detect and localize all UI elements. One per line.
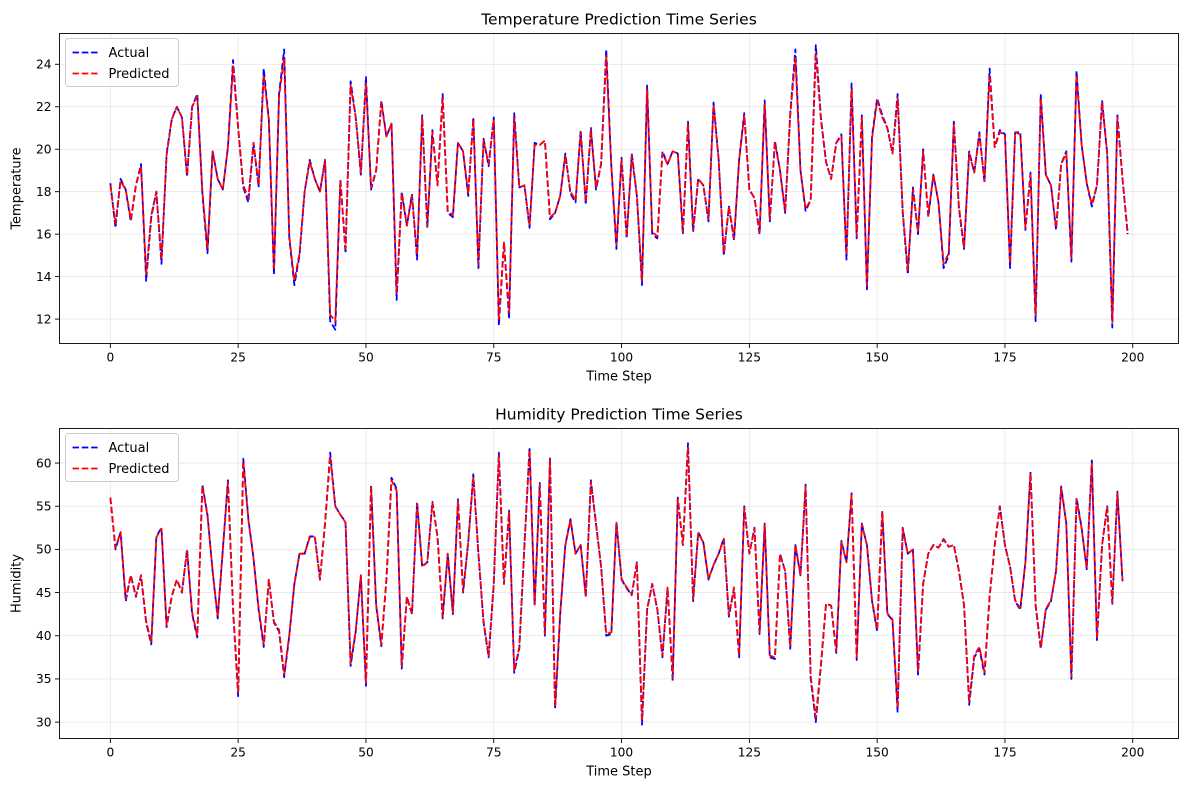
legend: Actual Predicted	[65, 433, 179, 482]
x-tick-label: 100	[610, 351, 633, 365]
y-tick-label: 45	[36, 586, 52, 600]
y-tick-label: 20	[36, 143, 52, 157]
y-tick-label: 60	[36, 456, 52, 470]
series-line-predicted	[109, 446, 1124, 722]
x-tick-label: 200	[1121, 351, 1144, 365]
x-tick-label: 125	[738, 746, 761, 760]
y-axis-label: Temperature	[10, 147, 25, 230]
plot-frame	[59, 428, 1179, 739]
y-tick-label: 12	[36, 312, 52, 326]
x-axis-label: Time Step	[585, 370, 652, 385]
x-tick-label: 25	[230, 351, 246, 365]
y-tick-label: 24	[36, 58, 52, 72]
y-tick-label: 16	[36, 227, 52, 241]
x-tick-label: 50	[358, 746, 374, 760]
x-tick-label: 0	[106, 746, 114, 760]
legend-label: Actual	[109, 441, 150, 456]
y-tick-label: 14	[36, 270, 52, 284]
x-tick-label: 100	[610, 746, 633, 760]
x-axis-label: Time Step	[585, 765, 652, 780]
x-tick-label: 75	[486, 746, 502, 760]
y-tick-label: 50	[36, 543, 52, 557]
legend-label: Actual	[109, 46, 150, 61]
humidity-chart: 0 25 50 75 100 125 150 175 200 30 35 40 45 50 55 60 Humi…	[10, 406, 1179, 780]
x-tick-label: 0	[106, 351, 114, 365]
legend-box	[65, 433, 179, 482]
legend: Actual Predicted	[65, 38, 179, 87]
series-line-predicted	[109, 52, 1129, 323]
y-axis-label: Humidity	[10, 554, 25, 613]
y-tick-label: 22	[36, 100, 52, 114]
legend-label: Predicted	[109, 462, 170, 477]
x-tick-label: 125	[738, 351, 761, 365]
chart-title: Humidity Prediction Time Series	[495, 406, 743, 424]
x-tick-label: 75	[486, 351, 502, 365]
x-tick-label: 50	[358, 351, 374, 365]
x-tick-label: 150	[866, 746, 889, 760]
temperature-chart: 0 25 50 75 100 125 150 175 200 12 14 16 18 20 22 24 Temp…	[10, 11, 1179, 385]
y-tick-label: 18	[36, 185, 52, 199]
x-tick-label: 175	[993, 746, 1016, 760]
x-tick-label: 200	[1121, 746, 1144, 760]
x-tick-label: 175	[993, 351, 1016, 365]
legend-box	[65, 38, 179, 87]
y-tick-label: 40	[36, 629, 52, 643]
x-tick-label: 150	[866, 351, 889, 365]
plot-frame	[59, 33, 1179, 344]
y-tick-label: 35	[36, 672, 52, 686]
y-tick-label: 55	[36, 500, 52, 514]
y-tick-label: 30	[36, 715, 52, 729]
legend-label: Predicted	[109, 67, 170, 82]
x-tick-label: 25	[230, 746, 246, 760]
chart-title: Temperature Prediction Time Series	[480, 11, 757, 29]
